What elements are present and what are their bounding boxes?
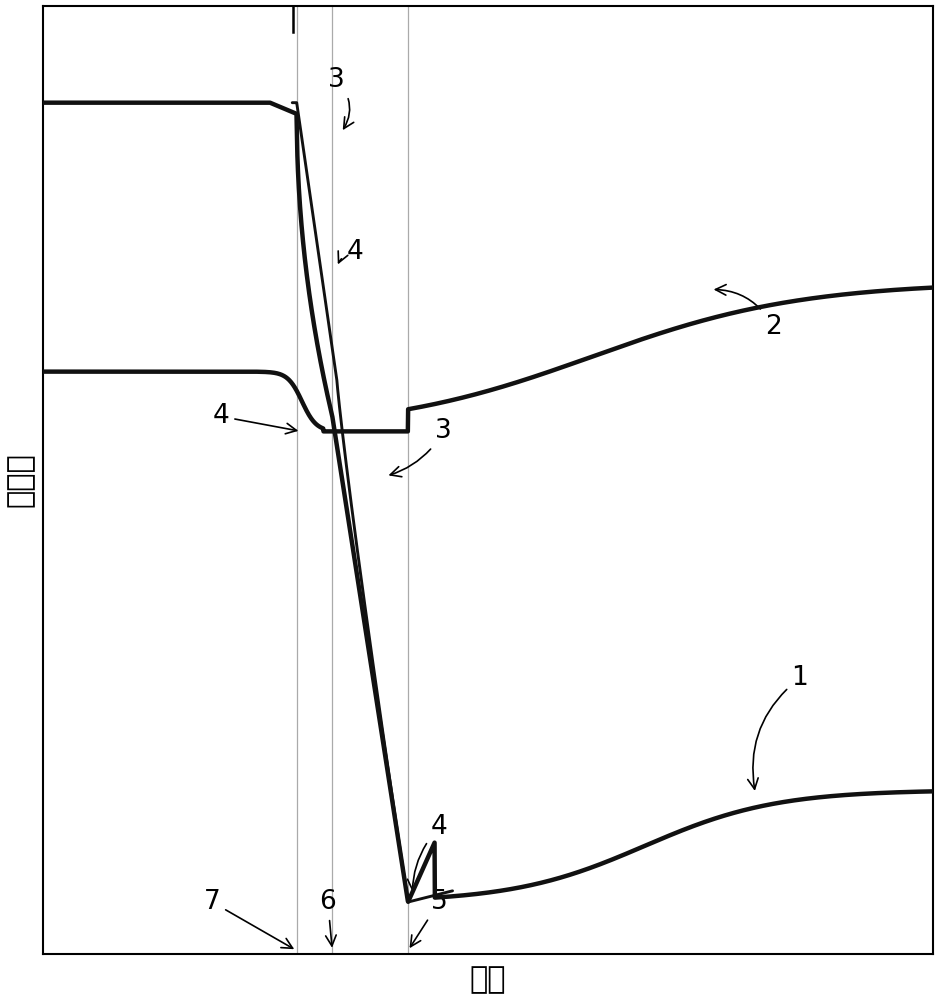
Text: 7: 7 (204, 889, 293, 948)
Y-axis label: 変形量: 変形量 (6, 453, 35, 507)
Text: 3: 3 (329, 67, 354, 129)
X-axis label: 温度: 温度 (470, 965, 506, 994)
Text: 1: 1 (747, 665, 808, 789)
Text: 6: 6 (319, 889, 336, 946)
Text: 4: 4 (408, 814, 448, 890)
Text: 3: 3 (391, 418, 452, 477)
Text: 4: 4 (212, 403, 297, 434)
Text: 2: 2 (716, 285, 781, 340)
Text: 4: 4 (338, 239, 363, 265)
Text: 5: 5 (410, 889, 448, 947)
